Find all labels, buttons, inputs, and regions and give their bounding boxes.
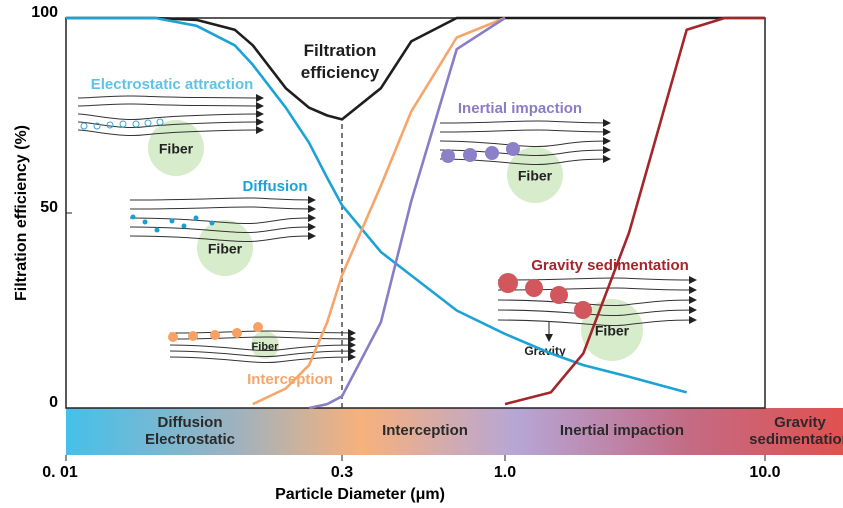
series-label: Filtration efficiency bbox=[290, 40, 390, 84]
x-tick-label: 0.3 bbox=[331, 464, 353, 481]
flow-line bbox=[440, 130, 610, 132]
particle bbox=[188, 331, 198, 341]
flow-line bbox=[498, 278, 696, 280]
region-label: Diffusion bbox=[158, 414, 223, 431]
particle bbox=[210, 221, 215, 226]
particle bbox=[133, 121, 139, 127]
series-label: Diffusion bbox=[215, 176, 335, 198]
annotation: Electrostatic attraction bbox=[91, 76, 254, 93]
flow-line bbox=[78, 96, 263, 98]
particle bbox=[182, 224, 187, 229]
flow-line bbox=[130, 207, 315, 209]
particle bbox=[463, 148, 477, 162]
flow-line bbox=[78, 114, 263, 120]
particle bbox=[131, 215, 136, 220]
particle bbox=[441, 149, 455, 163]
region-label: Interception bbox=[382, 422, 468, 439]
flow-line bbox=[130, 198, 315, 200]
flow-line bbox=[440, 121, 610, 123]
y-tick-label: 50 bbox=[40, 199, 58, 216]
flow-line bbox=[78, 104, 263, 106]
particle bbox=[232, 328, 242, 338]
particle bbox=[253, 322, 263, 332]
particle bbox=[194, 216, 199, 221]
particle bbox=[550, 286, 568, 304]
y-axis-label: Filtration efficiency (%) bbox=[13, 125, 30, 301]
chart: Particle Diameter (μm) Filtration effici… bbox=[0, 0, 843, 508]
x-tick-label: 0. 01 bbox=[42, 464, 78, 481]
y-tick-label: 100 bbox=[31, 4, 58, 21]
particle bbox=[506, 142, 520, 156]
particle bbox=[574, 301, 592, 319]
series-label: Gravity sedimentation bbox=[500, 255, 720, 277]
particle bbox=[168, 332, 178, 342]
particle bbox=[143, 220, 148, 225]
illustration-label: Fiber bbox=[252, 341, 280, 353]
particle bbox=[525, 279, 543, 297]
particle bbox=[210, 330, 220, 340]
particle bbox=[81, 123, 87, 129]
series-label: Interception bbox=[230, 369, 350, 391]
particle bbox=[145, 120, 151, 126]
region-label: sedimentation bbox=[749, 431, 843, 448]
particle bbox=[157, 119, 163, 125]
particle bbox=[120, 121, 126, 127]
flow-line bbox=[498, 300, 696, 306]
x-tick-label: 1.0 bbox=[494, 464, 516, 481]
particle bbox=[155, 228, 160, 233]
flow-line bbox=[440, 141, 610, 147]
particle bbox=[107, 122, 113, 128]
region-label: Gravity bbox=[774, 414, 826, 431]
region-label: Electrostatic bbox=[145, 431, 235, 448]
illustration-label: Fiber bbox=[159, 141, 194, 157]
region-label: Inertial impaction bbox=[560, 422, 684, 439]
figure: Particle Diameter (μm) Filtration effici… bbox=[0, 0, 843, 508]
series-label: Inertial impaction bbox=[420, 98, 620, 120]
illustration-label: Fiber bbox=[208, 241, 243, 257]
particle bbox=[485, 146, 499, 160]
x-tick-label: 10.0 bbox=[749, 464, 780, 481]
illustration-label: Fiber bbox=[595, 323, 630, 339]
illustration-label: Fiber bbox=[518, 168, 553, 184]
particle bbox=[170, 219, 175, 224]
x-axis-label: Particle Diameter (μm) bbox=[275, 486, 445, 503]
y-tick-label: 0 bbox=[49, 394, 58, 411]
